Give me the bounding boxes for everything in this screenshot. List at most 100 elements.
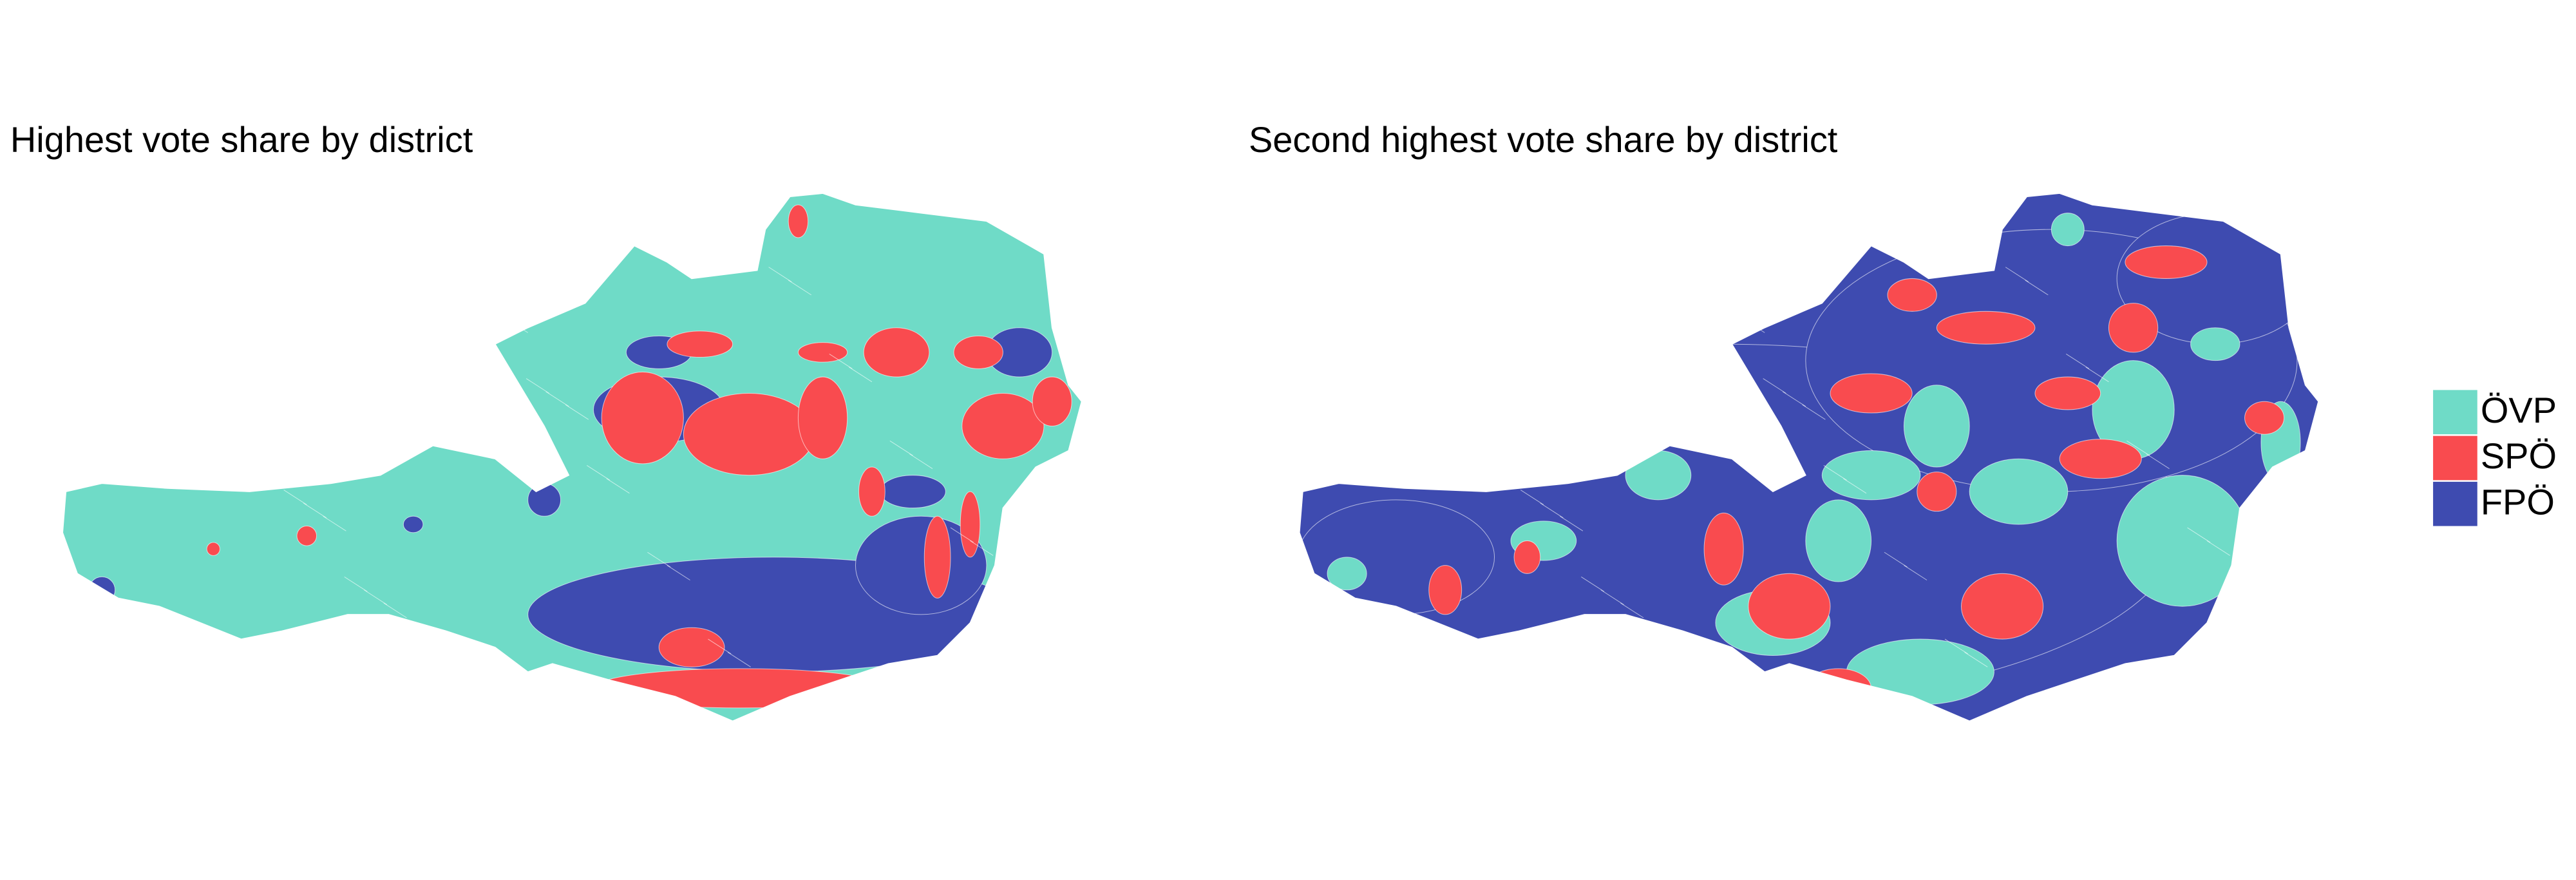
district-border bbox=[2248, 614, 2271, 630]
district-border bbox=[1600, 589, 1624, 606]
district-area bbox=[960, 491, 981, 558]
district-border bbox=[565, 404, 589, 420]
legend-label: ÖVP bbox=[2481, 390, 2557, 430]
district-area bbox=[1969, 458, 2069, 525]
district-area bbox=[1821, 450, 1921, 501]
district-border bbox=[1479, 416, 1503, 432]
legend-swatch bbox=[2433, 390, 2477, 435]
district-area bbox=[1299, 499, 1495, 615]
district-area bbox=[1703, 512, 1744, 586]
district-area bbox=[296, 526, 317, 546]
district-border bbox=[970, 540, 994, 556]
district-border bbox=[1358, 242, 1382, 258]
district-border bbox=[262, 429, 286, 445]
district-border bbox=[1823, 465, 1847, 481]
district-area bbox=[1805, 668, 1872, 709]
district-area bbox=[1428, 565, 1463, 615]
map-title: Highest vote share by district bbox=[10, 119, 473, 160]
district-border bbox=[2025, 280, 2049, 296]
district-border bbox=[1378, 255, 1401, 271]
district-area bbox=[1032, 376, 1072, 426]
district-area bbox=[1805, 499, 1872, 582]
district-border bbox=[647, 551, 671, 568]
district-border bbox=[121, 242, 145, 258]
district-border bbox=[303, 502, 327, 519]
map bbox=[62, 193, 1082, 722]
district-border bbox=[1702, 291, 1726, 307]
district-area bbox=[1903, 385, 1970, 468]
district-border bbox=[1782, 391, 1806, 407]
district-area bbox=[1960, 573, 2044, 640]
district-border bbox=[1338, 229, 1362, 245]
district-border bbox=[182, 329, 205, 345]
district-border bbox=[242, 416, 266, 432]
district-area bbox=[863, 327, 930, 378]
district-border bbox=[485, 304, 509, 320]
district-border bbox=[2085, 367, 2109, 383]
district-border bbox=[1802, 404, 1826, 420]
district-border bbox=[586, 465, 611, 481]
district-area bbox=[527, 483, 562, 517]
district-area bbox=[2050, 213, 2085, 247]
legend-label: FPÖ bbox=[2481, 481, 2555, 522]
district-border bbox=[102, 229, 126, 245]
district-area bbox=[2108, 303, 2159, 353]
district-border bbox=[1944, 638, 1968, 655]
district-border bbox=[526, 378, 550, 394]
district-area bbox=[1830, 373, 1913, 414]
district-area bbox=[402, 515, 424, 533]
district-area bbox=[1625, 450, 1692, 501]
district-area bbox=[797, 376, 848, 459]
map-title: Second highest vote share by district bbox=[1249, 119, 1838, 160]
district-border bbox=[1581, 576, 1605, 592]
district-border bbox=[465, 291, 489, 307]
district-border bbox=[768, 267, 792, 282]
district-border bbox=[444, 231, 468, 246]
district-area bbox=[1513, 540, 1541, 574]
district-area bbox=[2116, 475, 2249, 607]
district-border bbox=[364, 589, 388, 606]
district-area bbox=[88, 576, 116, 604]
district-area bbox=[1748, 573, 1831, 640]
district-border bbox=[2187, 527, 2211, 543]
district-area bbox=[1846, 638, 1994, 705]
district-border bbox=[1520, 490, 1544, 505]
district-area bbox=[2190, 327, 2240, 361]
district-border bbox=[162, 316, 186, 332]
district-border bbox=[788, 280, 812, 296]
district-area bbox=[1960, 199, 2011, 227]
district-border bbox=[283, 490, 307, 505]
district-border bbox=[727, 651, 751, 667]
district-border bbox=[1904, 565, 1927, 580]
district-border bbox=[1438, 342, 1462, 358]
district-border bbox=[1642, 663, 1665, 679]
district-border bbox=[950, 527, 974, 543]
district-border bbox=[848, 367, 873, 383]
district-area bbox=[797, 342, 848, 363]
district-area bbox=[923, 515, 951, 598]
map bbox=[1299, 193, 2319, 722]
district-border bbox=[1399, 316, 1423, 332]
map-outline bbox=[62, 193, 1083, 722]
district-border bbox=[1964, 651, 1988, 667]
district-border bbox=[545, 391, 569, 407]
district-area bbox=[601, 371, 684, 464]
district-border bbox=[404, 663, 428, 679]
district-border bbox=[1763, 378, 1786, 394]
district-area bbox=[880, 475, 946, 509]
district-area bbox=[858, 466, 886, 517]
district-border bbox=[2267, 627, 2291, 643]
district-border bbox=[1540, 502, 1564, 519]
district-area bbox=[1616, 655, 1667, 689]
district-border bbox=[223, 403, 247, 419]
district-border bbox=[1721, 304, 1745, 320]
district-area bbox=[855, 515, 987, 615]
district-border bbox=[424, 676, 448, 692]
district-border bbox=[2146, 454, 2170, 469]
district-border bbox=[1010, 614, 1034, 630]
district-border bbox=[383, 602, 407, 618]
district-border bbox=[1419, 329, 1443, 345]
district-border bbox=[708, 638, 732, 655]
district-border bbox=[889, 440, 913, 456]
